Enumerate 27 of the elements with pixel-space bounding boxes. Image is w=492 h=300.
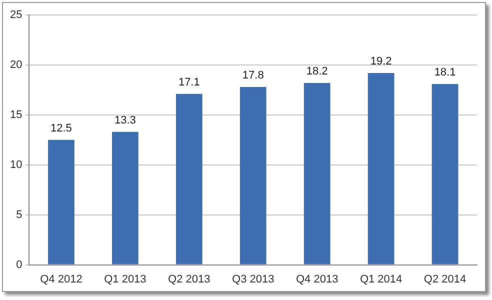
data-label: 12.5 [50, 122, 72, 134]
data-label: 19.2 [370, 55, 392, 68]
bar [368, 72, 394, 264]
data-label: 18.1 [434, 66, 456, 78]
x-tick-label: Q4 2012 [40, 273, 82, 286]
data-label: 13.3 [114, 114, 136, 126]
data-label: 18.2 [306, 65, 328, 78]
x-tick-label: Q1 2013 [104, 273, 146, 286]
bar [240, 86, 266, 264]
data-label: 17.8 [242, 69, 264, 82]
x-tick-label: Q4 2013 [296, 273, 338, 286]
y-tick-label: 5 [16, 208, 22, 221]
y-tick-label: 25 [10, 9, 22, 22]
bar [176, 94, 202, 264]
y-tick-label: 10 [10, 158, 22, 171]
bar [112, 132, 138, 264]
bar [304, 82, 330, 264]
y-tick-label: 15 [10, 108, 22, 121]
x-tick-label: Q1 2014 [360, 273, 402, 286]
bar [48, 140, 74, 264]
bar [432, 84, 458, 264]
x-tick-label: Q2 2014 [424, 273, 466, 286]
x-tick-label: Q2 2013 [168, 273, 210, 286]
y-tick-label: 20 [10, 58, 22, 71]
x-tick-label: Q3 2013 [232, 273, 274, 286]
y-tick-label: 0 [16, 258, 22, 271]
data-label: 17.1 [178, 76, 200, 88]
